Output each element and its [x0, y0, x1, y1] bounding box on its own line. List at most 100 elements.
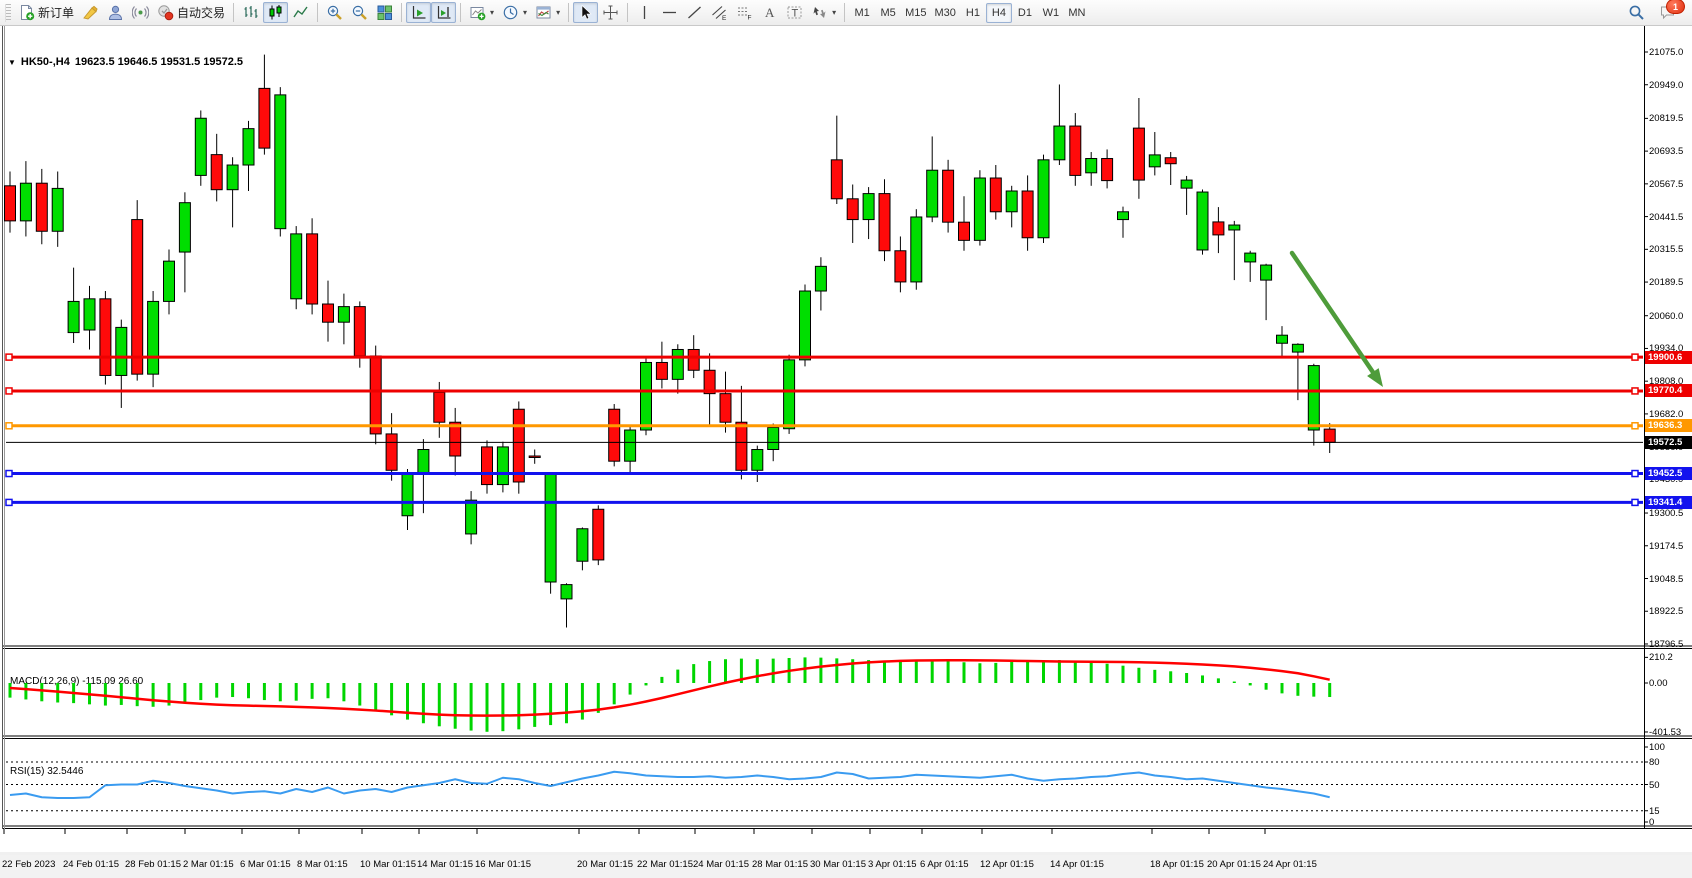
- time-axis[interactable]: 22 Feb 2023 24 Feb 01:15 28 Feb 01:15 2 Mar…: [0, 855, 1692, 878]
- text-label-tool-button[interactable]: T: [782, 2, 807, 23]
- candlestick-chart-button[interactable]: [263, 2, 289, 23]
- toolbar-separator: [233, 3, 235, 22]
- chart-shift-icon: [437, 6, 451, 19]
- search-button[interactable]: [1624, 2, 1649, 23]
- auto-trading-label: 自动交易: [177, 6, 226, 20]
- auto-scroll-button[interactable]: [406, 2, 432, 23]
- price-line-badge[interactable]: 19636.3: [1645, 419, 1692, 433]
- time-axis-label: 24 Apr 01:15: [1263, 859, 1317, 870]
- templates-button[interactable]: ▾: [531, 2, 564, 23]
- toolbar-separator: [568, 3, 570, 22]
- time-axis-label: 22 Feb 2023: [2, 859, 56, 870]
- time-axis-label: 28 Mar 01:15: [752, 859, 808, 870]
- dropdown-caret: ▾: [490, 8, 495, 17]
- timeframe-h4-button[interactable]: H4: [985, 2, 1012, 23]
- tile-windows-icon: [377, 5, 393, 20]
- cursor-tool-button[interactable]: [573, 2, 599, 23]
- new-order-label: 新订单: [38, 6, 75, 20]
- time-axis-label: 6 Apr 01:15: [920, 859, 969, 870]
- crosshair-tool-button[interactable]: [598, 2, 623, 23]
- bar-chart-button[interactable]: [238, 2, 263, 23]
- vertical-line-tool-button[interactable]: [632, 2, 657, 23]
- price-line-badge[interactable]: 19900.6: [1645, 350, 1692, 364]
- profile-button[interactable]: [103, 2, 128, 23]
- zoom-out-icon: [352, 5, 367, 20]
- indicators-button[interactable]: ▾: [465, 2, 498, 23]
- time-axis-label: 16 Mar 01:15: [475, 859, 531, 870]
- chart-symbol-period: HK50-,H4: [20, 56, 70, 68]
- indicators-icon: [470, 7, 486, 21]
- search-icon: [1629, 5, 1644, 20]
- chart-title: ▼ HK50-,H4 19623.5 19646.5 19531.5 19572…: [8, 56, 243, 68]
- timeframe-mn-button[interactable]: MN: [1064, 3, 1090, 23]
- time-axis-label: 20 Apr 01:15: [1207, 859, 1261, 870]
- notifications-button[interactable]: 1: [1655, 0, 1685, 23]
- cursor-icon: [581, 4, 592, 20]
- svg-text:F: F: [748, 15, 752, 22]
- timeframe-w1-button[interactable]: W1: [1038, 3, 1064, 23]
- auto-trading-button[interactable]: 自动交易: [153, 2, 229, 23]
- chevron-down-icon[interactable]: ▼: [8, 57, 16, 67]
- timeframe-m1-button[interactable]: M1: [849, 3, 875, 23]
- line-chart-icon: [293, 6, 308, 18]
- profile-icon: [109, 5, 123, 20]
- price-line-badge[interactable]: 19341.4: [1645, 495, 1692, 509]
- signal-button[interactable]: [128, 2, 153, 23]
- crayon-tool-button[interactable]: [78, 2, 103, 23]
- timeframes-menu-button[interactable]: ▾: [498, 2, 531, 23]
- timeframe-d1-button[interactable]: D1: [1012, 3, 1038, 23]
- timeframe-h1-button[interactable]: H1: [960, 3, 986, 23]
- chart-canvas[interactable]: [0, 0, 1692, 852]
- new-order-button[interactable]: 新订单: [14, 2, 78, 23]
- timeframe-m5-button[interactable]: M5: [875, 3, 901, 23]
- price-line-badge[interactable]: 19770.4: [1645, 384, 1692, 398]
- time-axis-label: 3 Apr 01:15: [868, 859, 917, 870]
- arrows-tool-button[interactable]: ▾: [807, 2, 840, 23]
- crosshair-icon: [603, 5, 618, 20]
- time-axis-label: 10 Mar 01:15: [360, 859, 416, 870]
- zoom-in-button[interactable]: [322, 2, 347, 23]
- time-axis-label: 28 Feb 01:15: [125, 859, 181, 870]
- template-icon: [536, 6, 551, 19]
- svg-text:A: A: [765, 5, 775, 20]
- candlestick-chart-icon: [269, 5, 282, 20]
- rsi-label: RSI(15) 32.5446: [10, 766, 84, 777]
- toolbar-separator: [460, 3, 462, 22]
- toolbar-separator: [401, 3, 403, 22]
- price-line-badge[interactable]: 19452.5: [1645, 467, 1692, 481]
- down-arrow-annotation: [1289, 250, 1378, 379]
- time-axis-label: 8 Mar 01:15: [297, 859, 348, 870]
- time-axis-label: 22 Mar 01:15: [637, 859, 693, 870]
- horizontal-line-tool-button[interactable]: [657, 2, 682, 23]
- time-axis-label: 2 Mar 01:15: [183, 859, 234, 870]
- notification-count-badge: 1: [1666, 0, 1685, 14]
- svg-text:T: T: [792, 8, 799, 20]
- main-toolbar: 新订单 自动交易: [0, 0, 1692, 26]
- macd-label: MACD(12,26,9) -115.09 26.60: [10, 676, 144, 687]
- auto-scroll-icon: [412, 6, 426, 19]
- chart-shift-button[interactable]: [431, 2, 457, 23]
- text-tool-button[interactable]: A: [757, 2, 782, 23]
- dropdown-caret: ▾: [523, 8, 528, 17]
- auto-trading-icon: [158, 5, 174, 21]
- trendline-tool-button[interactable]: [682, 2, 707, 23]
- toolbar-separator: [627, 3, 629, 22]
- time-axis-label: 6 Mar 01:15: [240, 859, 291, 870]
- time-axis-label: 12 Apr 01:15: [980, 859, 1034, 870]
- dropdown-caret: ▾: [832, 8, 837, 17]
- time-axis-label: 30 Mar 01:15: [810, 859, 866, 870]
- toolbar-grip: [5, 3, 11, 22]
- timeframe-m30-button[interactable]: M30: [931, 3, 960, 23]
- zoom-in-icon: [327, 5, 342, 20]
- channel-tool-button[interactable]: E: [707, 2, 732, 23]
- fibonacci-icon: F: [738, 7, 752, 22]
- current-price-badge: 19572.5: [1645, 435, 1692, 449]
- line-chart-button[interactable]: [288, 2, 313, 23]
- new-order-icon: [21, 5, 35, 21]
- zoom-out-button[interactable]: [347, 2, 372, 23]
- timeframe-m15-button[interactable]: M15: [901, 3, 930, 23]
- fibonacci-tool-button[interactable]: F: [732, 2, 757, 23]
- horizontal-line-icon: [663, 11, 677, 14]
- tile-windows-button[interactable]: [372, 2, 397, 23]
- time-axis-label: 24 Mar 01:15: [693, 859, 749, 870]
